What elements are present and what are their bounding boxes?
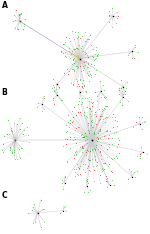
Text: B: B	[2, 88, 7, 97]
Text: C: C	[2, 191, 7, 200]
Text: A: A	[2, 1, 7, 10]
